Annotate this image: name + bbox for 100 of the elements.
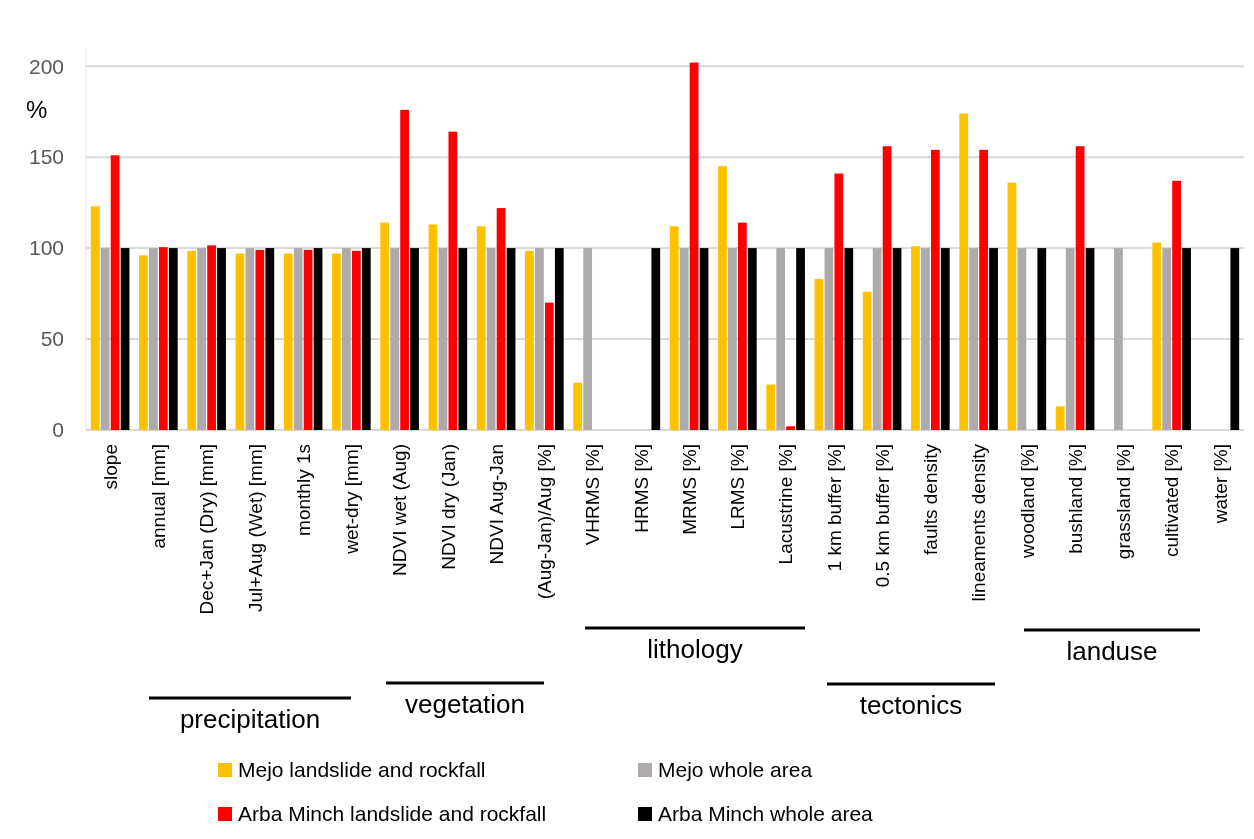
y-tick-label: 50 bbox=[40, 327, 64, 351]
bar bbox=[766, 384, 776, 430]
bar bbox=[544, 302, 554, 430]
bar bbox=[332, 253, 341, 430]
bar bbox=[139, 255, 148, 430]
bar bbox=[428, 224, 438, 430]
x-tick-label: VHRMS [%] bbox=[582, 444, 604, 546]
bar bbox=[669, 226, 679, 430]
bar bbox=[390, 248, 400, 430]
bar bbox=[892, 248, 902, 430]
bar bbox=[525, 250, 534, 430]
x-tick-label: water [%] bbox=[1209, 444, 1231, 525]
bar bbox=[737, 222, 747, 430]
bar bbox=[535, 248, 544, 430]
bar bbox=[921, 248, 930, 430]
bar bbox=[911, 246, 920, 430]
bar bbox=[1007, 182, 1017, 430]
bar bbox=[728, 248, 737, 430]
bar bbox=[293, 248, 303, 430]
bar bbox=[979, 149, 988, 430]
legend-label: Mejo whole area bbox=[658, 758, 813, 782]
x-tick-label: Dec+Jan (Dry) [mm] bbox=[196, 444, 218, 615]
bar bbox=[1017, 248, 1027, 430]
bar bbox=[361, 248, 371, 430]
x-tick-label: LRMS [%] bbox=[727, 444, 749, 530]
bar bbox=[969, 248, 979, 430]
bar bbox=[1075, 146, 1085, 430]
x-tick-label: HRMS [%] bbox=[630, 444, 652, 533]
text: precipitation bbox=[179, 704, 321, 734]
bar bbox=[100, 248, 110, 430]
y-tick-label: 200 bbox=[28, 54, 64, 78]
bar bbox=[989, 248, 998, 430]
x-tick-label: 1 km buffer [%] bbox=[823, 444, 845, 572]
x-tick-label: wet-dry [mm] bbox=[341, 444, 363, 555]
bar bbox=[872, 248, 882, 430]
x-tick-label: Jul+Aug (Wet) [mm] bbox=[244, 444, 266, 613]
bar bbox=[573, 382, 583, 430]
bar bbox=[1152, 242, 1162, 430]
bar bbox=[197, 248, 207, 430]
bar bbox=[718, 166, 727, 430]
x-tick-label: monthly 1s bbox=[292, 444, 314, 536]
bar bbox=[168, 248, 178, 430]
x-tick-label: bushland [%] bbox=[1064, 444, 1086, 554]
x-tick-label: faults density bbox=[920, 443, 942, 555]
bar bbox=[882, 146, 892, 430]
x-tick-label: NDVI Aug-Jan bbox=[485, 444, 507, 565]
bar bbox=[400, 109, 409, 430]
bar bbox=[303, 249, 313, 430]
bar bbox=[207, 245, 216, 430]
x-tick-label: lineaments density bbox=[968, 443, 990, 602]
bar bbox=[824, 248, 834, 430]
bar bbox=[187, 250, 197, 430]
bar bbox=[283, 253, 293, 430]
x-tick-label: MRMS [%] bbox=[678, 444, 700, 535]
bar bbox=[583, 248, 593, 430]
bar bbox=[351, 250, 361, 430]
x-tick-label: 0.5 km buffer [%] bbox=[871, 444, 893, 588]
x-tick-label: grassland [%] bbox=[1113, 444, 1135, 560]
bar bbox=[245, 248, 255, 430]
bar bbox=[1172, 180, 1181, 430]
bar bbox=[1230, 248, 1240, 430]
bar bbox=[380, 222, 390, 430]
bar bbox=[1037, 248, 1047, 430]
text: vegetation bbox=[405, 689, 525, 719]
bar bbox=[1182, 248, 1191, 430]
x-tick-label: Lacustrine [%] bbox=[775, 444, 797, 565]
text: lithology bbox=[647, 634, 743, 664]
bar bbox=[786, 426, 795, 430]
x-tick-label: annual [mm] bbox=[148, 444, 170, 549]
bar bbox=[410, 248, 419, 430]
bar bbox=[651, 248, 661, 430]
bar bbox=[1114, 248, 1123, 430]
bar bbox=[496, 208, 506, 430]
bar bbox=[120, 248, 130, 430]
bar bbox=[342, 248, 351, 430]
bar bbox=[814, 279, 824, 430]
x-tick-label: cultivated [%] bbox=[1161, 444, 1183, 557]
bar bbox=[158, 247, 168, 430]
bar bbox=[1065, 248, 1075, 430]
bar bbox=[1055, 406, 1065, 430]
bar bbox=[506, 248, 516, 430]
x-tick-label: (Aug-Jan)/Aug [%] bbox=[534, 444, 556, 600]
bar bbox=[554, 248, 564, 430]
legend-label: Arba Minch whole area bbox=[658, 802, 874, 826]
x-tick-label: woodland [%] bbox=[1016, 444, 1038, 560]
bar bbox=[217, 248, 226, 430]
legend-label: Arba Minch landslide and rockfall bbox=[238, 802, 547, 826]
bar bbox=[844, 248, 854, 430]
x-tick-label: slope bbox=[99, 444, 121, 490]
bar bbox=[959, 113, 969, 430]
bar bbox=[448, 131, 458, 430]
bar bbox=[90, 206, 100, 430]
bar bbox=[265, 248, 275, 430]
y-tick-label: 150 bbox=[28, 145, 64, 169]
text: landuse bbox=[1066, 636, 1158, 666]
bar bbox=[1162, 248, 1172, 430]
legend-label: Mejo landslide and rockfall bbox=[238, 758, 486, 782]
bar bbox=[235, 253, 245, 430]
bar bbox=[834, 173, 844, 430]
bar bbox=[699, 248, 709, 430]
